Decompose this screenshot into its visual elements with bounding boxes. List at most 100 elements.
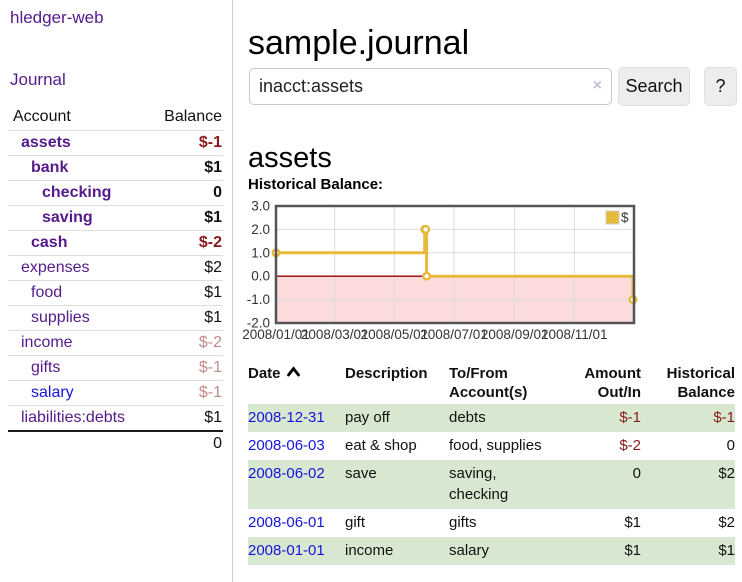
account-row: income $-2 bbox=[8, 330, 223, 355]
amount-column-header: Amount Out/In bbox=[584, 365, 641, 401]
transaction-amount: $-1 bbox=[619, 409, 641, 426]
account-balance: $1 bbox=[204, 409, 222, 426]
account-balance: $-1 bbox=[198, 134, 222, 151]
account-row: checking 0 bbox=[8, 180, 223, 205]
transaction-date-cell: 2008-06-02 bbox=[248, 460, 345, 509]
sidebar-account-link[interactable]: bank bbox=[31, 159, 69, 176]
transaction-date-link[interactable]: 2008-06-02 bbox=[248, 465, 325, 482]
search-button[interactable]: Search bbox=[618, 67, 690, 106]
sidebar-account-link[interactable]: liabilities:debts bbox=[21, 409, 126, 426]
accounts-column-header: To/From Account(s) bbox=[449, 365, 528, 401]
svg-text:-2.0: -2.0 bbox=[247, 316, 270, 331]
transaction-description: pay off bbox=[345, 409, 390, 426]
transaction-date-cell: 2008-06-01 bbox=[248, 509, 345, 537]
transaction-balance: $1 bbox=[718, 542, 735, 559]
sidebar-account-link[interactable]: food bbox=[31, 284, 63, 301]
balance-column-header: Balance bbox=[164, 108, 222, 125]
transaction-description: eat & shop bbox=[345, 437, 417, 454]
sidebar-account-link[interactable]: salary bbox=[31, 384, 74, 401]
account-row: cash $-2 bbox=[8, 230, 223, 255]
search-box: × bbox=[249, 68, 612, 105]
total-balance: 0 bbox=[213, 435, 222, 452]
historical-balance-chart: 3.0 2.0 1.0 0.0 -1.0 -2.02008/01/012008/03/01… bbox=[242, 199, 638, 342]
svg-text:3.0: 3.0 bbox=[251, 199, 270, 214]
help-button[interactable]: ? bbox=[704, 67, 737, 106]
account-row: saving $1 bbox=[8, 205, 223, 230]
svg-text:2008/09/01: 2008/09/01 bbox=[481, 327, 549, 342]
brand-link[interactable]: hledger-web bbox=[10, 8, 104, 27]
accounts-table: Account Balance assets $-1 bank $1 checking 0… bbox=[8, 104, 223, 456]
account-balance: $1 bbox=[204, 209, 222, 226]
sidebar-item-journal[interactable]: Journal bbox=[10, 70, 66, 89]
register-row: 2008-12-31 pay off debts $-1 $-1 bbox=[248, 404, 735, 432]
account-balance: $-2 bbox=[198, 234, 222, 251]
account-row: expenses $2 bbox=[8, 255, 223, 280]
sort-ascending-icon bbox=[286, 366, 300, 377]
register-row: 2008-06-02 save saving, checking 0 $2 bbox=[248, 460, 735, 509]
description-column-header: Description bbox=[345, 365, 428, 382]
sidebar-account-link[interactable]: cash bbox=[31, 234, 68, 251]
account-balance: $-2 bbox=[198, 334, 222, 351]
accounts-total-row: 0 bbox=[8, 430, 223, 456]
transaction-date-cell: 2008-06-03 bbox=[248, 432, 345, 460]
svg-text:2008/07/01: 2008/07/01 bbox=[420, 327, 488, 342]
transaction-balance: $2 bbox=[718, 465, 735, 482]
account-row: assets $-1 bbox=[8, 130, 223, 155]
account-row: food $1 bbox=[8, 280, 223, 305]
clear-search-icon[interactable]: × bbox=[592, 77, 602, 94]
transaction-balance: 0 bbox=[726, 437, 735, 454]
svg-text:$: $ bbox=[621, 210, 629, 225]
transaction-amount: $1 bbox=[624, 514, 641, 531]
account-balance: $-1 bbox=[198, 384, 222, 401]
transaction-accounts: debts bbox=[449, 409, 486, 426]
transaction-amount: 0 bbox=[632, 465, 641, 482]
transaction-amount: $-2 bbox=[619, 437, 641, 454]
transaction-accounts: saving, checking bbox=[449, 465, 509, 503]
account-column-header: Account bbox=[13, 108, 71, 125]
transaction-date-link[interactable]: 2008-06-01 bbox=[248, 514, 325, 531]
transaction-accounts: gifts bbox=[449, 514, 477, 531]
transaction-date-link[interactable]: 2008-06-03 bbox=[248, 437, 325, 454]
balance-column-header: Historical Balance bbox=[666, 365, 735, 401]
account-balance: $-1 bbox=[198, 359, 222, 376]
transaction-description: income bbox=[345, 542, 394, 559]
date-column-header[interactable]: Date bbox=[248, 361, 345, 404]
sidebar-account-link[interactable]: expenses bbox=[21, 259, 90, 276]
account-row: bank $1 bbox=[8, 155, 223, 180]
account-balance: $1 bbox=[204, 284, 222, 301]
register-header-row: Date Description To/From Account(s) Amou… bbox=[248, 361, 735, 404]
sidebar-account-link[interactable]: assets bbox=[21, 134, 71, 151]
transaction-date-cell: 2008-12-31 bbox=[248, 404, 345, 432]
sidebar-account-link[interactable]: checking bbox=[42, 184, 112, 201]
svg-text:2008/03/01: 2008/03/01 bbox=[301, 327, 369, 342]
register-table: Date Description To/From Account(s) Amou… bbox=[248, 361, 735, 565]
account-balance: $2 bbox=[204, 259, 222, 276]
transaction-balance: $-1 bbox=[713, 409, 735, 426]
transaction-date-link[interactable]: 2008-01-01 bbox=[248, 542, 325, 559]
svg-text:-1.0: -1.0 bbox=[247, 292, 270, 307]
svg-text:0.0: 0.0 bbox=[251, 269, 270, 284]
chart-label: Historical Balance: bbox=[248, 176, 384, 193]
sidebar: hledger-web Journal Account Balance asse… bbox=[0, 0, 233, 582]
sidebar-account-link[interactable]: gifts bbox=[31, 359, 61, 376]
transaction-description: gift bbox=[345, 514, 366, 531]
transaction-date-link[interactable]: 2008-12-31 bbox=[248, 409, 325, 426]
transaction-accounts: salary bbox=[449, 542, 490, 559]
account-heading: assets bbox=[248, 142, 332, 175]
sidebar-account-link[interactable]: income bbox=[21, 334, 73, 351]
transaction-date-cell: 2008-01-01 bbox=[248, 537, 345, 565]
svg-text:2008/01/01: 2008/01/01 bbox=[242, 327, 310, 342]
account-row: salary $-1 bbox=[8, 380, 223, 405]
register-row: 2008-06-01 gift gifts $1 $2 bbox=[248, 509, 735, 537]
register-row: 2008-01-01 income salary $1 $1 bbox=[248, 537, 735, 565]
sidebar-account-link[interactable]: supplies bbox=[31, 309, 90, 326]
accounts-rows: assets $-1 bank $1 checking 0 saving $1 cash $-2 e… bbox=[8, 130, 223, 430]
svg-text:2.0: 2.0 bbox=[251, 222, 270, 237]
page-title: sample.journal bbox=[248, 23, 470, 62]
account-row: supplies $1 bbox=[8, 305, 223, 330]
sidebar-account-link[interactable]: saving bbox=[42, 209, 93, 226]
search-input[interactable] bbox=[249, 68, 612, 105]
transaction-balance: $2 bbox=[718, 514, 735, 531]
transaction-accounts: food, supplies bbox=[449, 437, 542, 454]
